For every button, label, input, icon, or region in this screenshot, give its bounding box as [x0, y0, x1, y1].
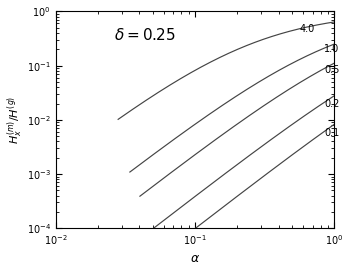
Text: 0.5: 0.5	[324, 64, 339, 75]
Text: 1.0: 1.0	[324, 44, 339, 54]
Text: 0.1: 0.1	[324, 128, 339, 138]
X-axis label: $\alpha$: $\alpha$	[190, 253, 200, 265]
Text: 4.0: 4.0	[300, 24, 315, 34]
Text: 0.2: 0.2	[324, 99, 339, 109]
Text: $\delta = 0.25$: $\delta = 0.25$	[114, 27, 176, 43]
Y-axis label: $H_x^{(m)}/H^{(g)}$: $H_x^{(m)}/H^{(g)}$	[6, 96, 25, 144]
